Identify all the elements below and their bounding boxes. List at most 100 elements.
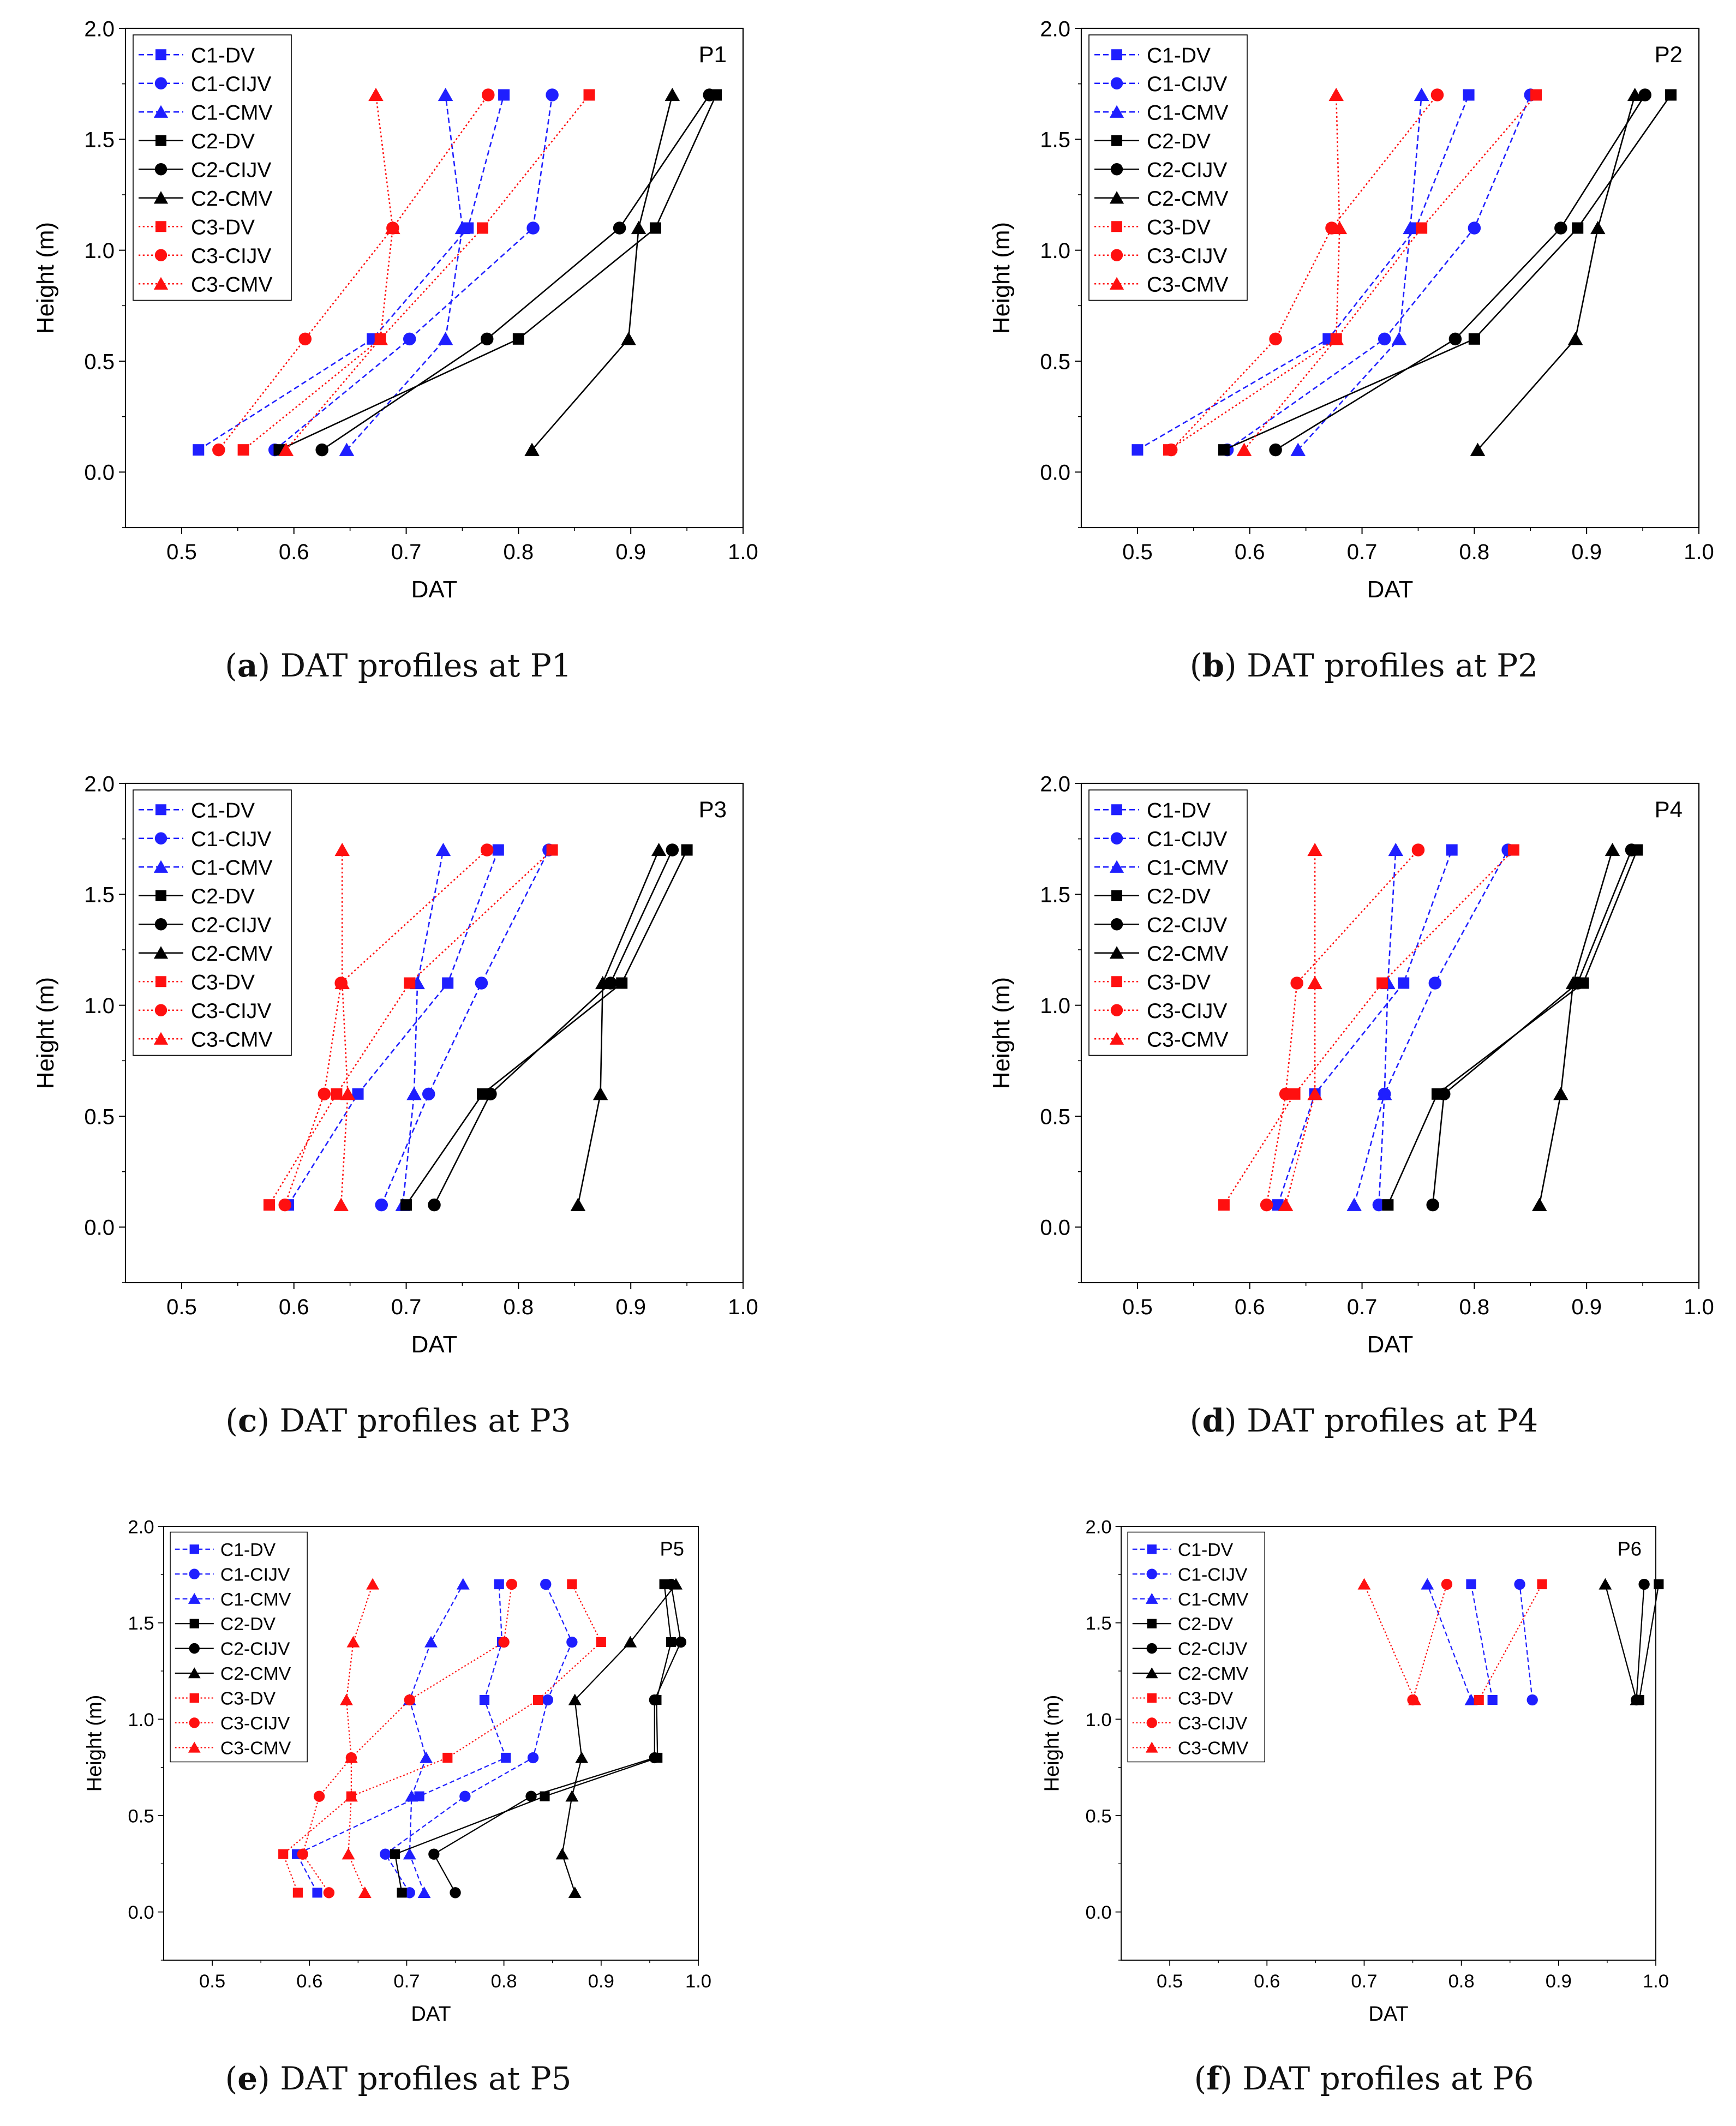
data-point xyxy=(540,1578,552,1590)
y-tick-label: 2.0 xyxy=(84,17,115,41)
data-point xyxy=(1638,1578,1650,1590)
data-point xyxy=(1416,222,1428,234)
series-line xyxy=(409,1584,464,1893)
data-point xyxy=(1260,1198,1273,1212)
y-tick-label: 1.5 xyxy=(1040,883,1070,907)
legend-marker xyxy=(154,163,167,176)
data-point xyxy=(1236,442,1252,456)
legend-marker xyxy=(154,918,167,931)
legend-marker xyxy=(1147,1619,1157,1628)
series-line xyxy=(1168,94,1537,451)
data-point xyxy=(263,1199,275,1211)
legend-label: C1-CMV xyxy=(220,1589,291,1610)
data-point xyxy=(1269,443,1282,457)
data-point xyxy=(1414,87,1429,101)
legend-marker xyxy=(189,1568,200,1579)
legend-label: C2-CIJV xyxy=(1147,158,1227,182)
series-line xyxy=(1477,94,1636,451)
data-point xyxy=(1279,1087,1292,1101)
data-point xyxy=(624,1636,637,1648)
legend-label: C1-DV xyxy=(1147,799,1211,822)
data-point xyxy=(435,842,451,857)
series-c2-cijv xyxy=(1631,1578,1650,1706)
data-point xyxy=(649,222,661,234)
data-point xyxy=(1441,1578,1453,1590)
data-point xyxy=(555,1848,569,1860)
data-point xyxy=(450,1887,461,1899)
legend-marker xyxy=(1109,105,1124,118)
data-point xyxy=(344,1790,358,1802)
y-tick-label: 1.0 xyxy=(84,994,115,1018)
series-line xyxy=(1387,849,1638,1206)
legend-label: C3-DV xyxy=(191,215,255,239)
chart-b: 0.5 0.6 0.7 0.8 0.9 1.0 0.0 0.5 1.0 1.5 2.0 DAT Heig… xyxy=(988,17,1714,603)
x-tick-label: 1.0 xyxy=(1643,1971,1669,1992)
plot-area xyxy=(1121,1526,1656,1961)
series-c2-cmv xyxy=(524,87,680,456)
data-point xyxy=(459,1790,471,1802)
series-c1-cmv xyxy=(1290,87,1429,456)
y-tick-label: 0.0 xyxy=(128,1902,154,1923)
data-point xyxy=(1290,977,1303,990)
x-tick-label: 0.8 xyxy=(1459,540,1490,564)
caption-letter: b xyxy=(1202,647,1224,684)
data-point xyxy=(475,977,488,990)
data-point xyxy=(237,444,249,456)
y-tick-label: 2.0 xyxy=(84,772,115,796)
data-point xyxy=(651,842,667,857)
legend-label: C1-CIJV xyxy=(1147,828,1227,851)
legend-label: C1-CIJV xyxy=(191,828,271,851)
series-line xyxy=(394,1584,672,1893)
x-tick-label: 0.9 xyxy=(1571,1295,1602,1319)
legend-marker xyxy=(1110,918,1123,931)
legend-marker xyxy=(1109,277,1124,290)
x-tick-label: 0.9 xyxy=(1571,540,1602,564)
series-line xyxy=(433,849,673,1206)
x-tick-label: 0.5 xyxy=(166,1295,197,1319)
legend-label: C3-CIJV xyxy=(1178,1713,1248,1734)
series-line xyxy=(1285,850,1316,1206)
caption-f: (f) DAT profiles at P6 xyxy=(1194,2060,1534,2097)
data-point xyxy=(1468,333,1480,345)
series-line xyxy=(1223,849,1514,1206)
y-tick-label: 1.0 xyxy=(128,1710,154,1730)
legend-label: C2-DV xyxy=(191,885,255,908)
legend-marker xyxy=(153,1032,169,1045)
legend-label: C3-CMV xyxy=(220,1738,291,1758)
data-point xyxy=(1627,87,1643,101)
data-point xyxy=(480,332,494,346)
legend-marker xyxy=(155,976,166,987)
data-point xyxy=(583,89,595,101)
legend-marker xyxy=(154,249,167,261)
legend-label: C3-CIJV xyxy=(1147,244,1227,268)
caption-text: DAT profiles at P2 xyxy=(1247,647,1539,684)
caption-a: (a) DAT profiles at P1 xyxy=(225,647,572,684)
legend-label: C1-CIJV xyxy=(1147,73,1227,96)
data-point xyxy=(665,87,680,101)
x-tick-label: 0.8 xyxy=(504,540,534,564)
series-line xyxy=(531,94,673,451)
data-point xyxy=(313,1790,325,1802)
data-point xyxy=(1487,1694,1498,1705)
data-point xyxy=(315,443,328,457)
data-point xyxy=(428,1848,440,1860)
legend-marker xyxy=(1147,1544,1157,1554)
series-line xyxy=(285,94,394,451)
data-point xyxy=(1290,442,1306,456)
data-point xyxy=(312,1888,322,1898)
legend-label: C3-CIJV xyxy=(220,1713,290,1734)
data-point xyxy=(1269,332,1282,346)
data-point xyxy=(567,1579,577,1590)
y-tick-label: 0.5 xyxy=(1086,1806,1112,1826)
data-point xyxy=(1307,842,1322,857)
data-point xyxy=(546,88,559,101)
caption-text: DAT profiles at P4 xyxy=(1247,1402,1539,1439)
x-tick-label: 0.5 xyxy=(1122,540,1153,564)
legend-label: C1-CMV xyxy=(1178,1589,1249,1610)
legend-marker xyxy=(155,135,166,146)
x-tick-label: 0.6 xyxy=(1235,1295,1265,1319)
legend-marker xyxy=(1111,49,1122,61)
chart-c: 0.5 0.6 0.7 0.8 0.9 1.0 0.0 0.5 1.0 1.5 2.0 DAT Heig… xyxy=(32,772,758,1358)
y-tick-label: 1.5 xyxy=(84,128,115,152)
legend-label: C1-CMV xyxy=(1147,856,1229,879)
